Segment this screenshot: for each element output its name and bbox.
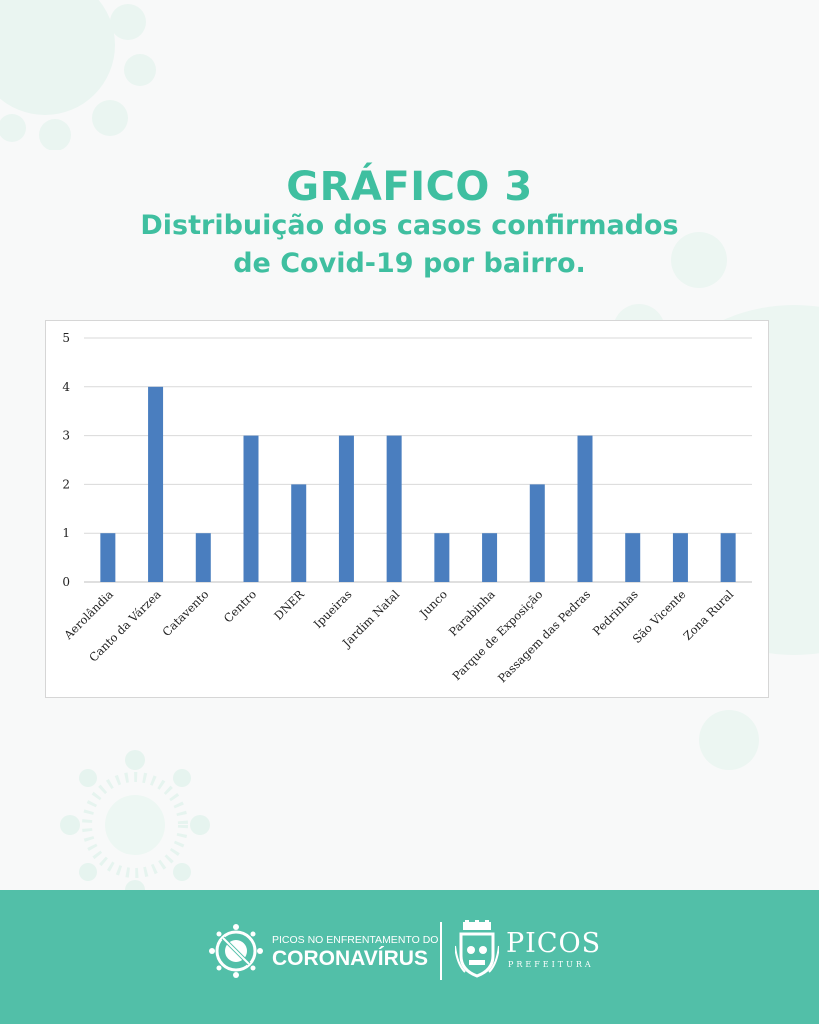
bar <box>148 386 164 582</box>
chart-subtitle-line2: de Covid-19 por bairro. <box>233 248 586 279</box>
page-title: GRÁFICO 3 <box>286 164 533 210</box>
campaign-tagline: PICOS NO ENFRENTAMENTO DO <box>272 934 439 946</box>
x-tick-label: Catavento <box>160 587 212 639</box>
bar <box>386 435 402 582</box>
bar <box>291 484 307 582</box>
bar <box>243 435 259 582</box>
x-tick-label: Parque de Exposição <box>450 587 546 683</box>
x-tick-label: Pedrinhas <box>590 587 641 638</box>
bar <box>482 533 498 582</box>
bar <box>529 484 545 582</box>
x-tick-label: Junco <box>416 587 450 621</box>
x-tick-label: Parabinha <box>446 587 498 639</box>
footer-banner: PICOS NO ENFRENTAMENTO DO CORONAVÍRUS PI… <box>0 890 819 1024</box>
bar <box>338 435 354 582</box>
bar <box>577 435 593 582</box>
y-tick-label: 2 <box>62 477 70 491</box>
footer-divider <box>440 922 442 980</box>
bar <box>195 533 211 582</box>
virus-decoration-bottom-left-icon <box>60 750 210 900</box>
city-subtitle: PREFEITURA <box>508 960 594 969</box>
bar <box>672 533 688 582</box>
x-tick-label: Centro <box>221 587 259 625</box>
chart-panel: 0 1 2 3 4 5 Aerolândia Canto da Várzea Catavento… <box>45 320 769 698</box>
y-tick-label: 5 <box>62 331 70 345</box>
y-tick-label: 1 <box>62 526 70 540</box>
chart-subtitle-line1: Distribuição dos casos confirmados <box>140 210 679 241</box>
city-crest-icon <box>455 920 499 978</box>
virus-crossed-icon <box>209 924 263 978</box>
bar <box>720 533 736 582</box>
virus-decoration-top-left-icon <box>0 0 156 150</box>
x-tick-label: DNER <box>271 587 307 623</box>
bar <box>625 533 641 582</box>
y-tick-label: 4 <box>62 380 70 394</box>
bar <box>434 533 450 582</box>
x-tick-label: Zona Rural <box>680 587 736 643</box>
city-name: PICOS <box>506 928 602 959</box>
y-tick-label: 0 <box>62 575 70 589</box>
x-tick-label: Passagem das Pedras <box>495 587 593 685</box>
y-tick-label: 3 <box>62 429 70 443</box>
campaign-title: CORONAVÍRUS <box>272 947 428 970</box>
bar <box>100 533 116 582</box>
x-tick-label: Ipueiras <box>311 587 355 631</box>
